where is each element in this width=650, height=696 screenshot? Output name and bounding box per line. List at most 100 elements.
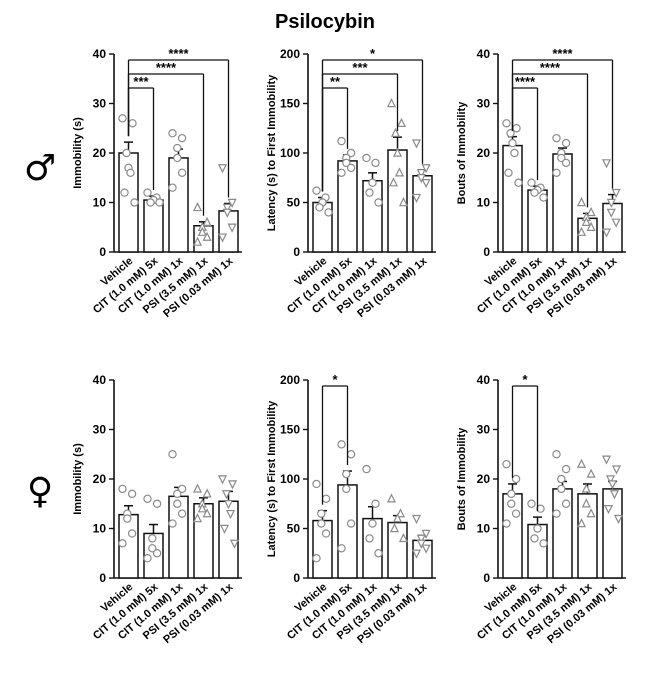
data-point [368,178,377,187]
data-point [202,231,212,241]
data-point [312,554,321,563]
data-point [514,178,523,187]
data-point [168,128,177,138]
male-symbol: ♂ [24,148,56,189]
y-tick-label: 20 [477,146,491,160]
data-point [177,168,187,177]
data-point [411,514,422,525]
data-point [337,440,346,449]
bar [502,144,523,253]
bar [312,519,333,579]
significance-label: *** [133,74,149,89]
y-tick-label: 10 [93,522,107,536]
y-tick-label: 0 [293,571,300,585]
y-tick-label: 100 [280,472,300,486]
data-point [552,168,561,177]
data-point [217,233,228,243]
data-point [561,464,571,474]
y-axis-label: Bouts of Immobility [456,427,468,531]
data-point [143,494,152,503]
data-point [312,479,321,489]
bar [168,495,189,579]
data-point [539,193,548,202]
y-tick-label: 30 [477,423,491,437]
data-point [173,153,182,163]
data-point [227,198,237,208]
y-tick-label: 0 [483,245,490,259]
data-point [346,450,356,459]
data-point [130,198,139,207]
data-point [504,168,513,177]
data-point [586,221,596,231]
data-point [392,513,403,523]
data-point [168,519,177,528]
data-point [143,554,152,563]
data-point [581,483,591,493]
data-point [394,167,405,177]
y-tick-label: 0 [99,571,106,585]
y-tick-label: 20 [93,472,107,486]
data-point [386,98,397,108]
y-tick-label: 30 [477,97,491,111]
y-tick-label: 20 [93,146,107,160]
data-point [346,519,356,528]
data-point [222,208,232,218]
data-point [143,188,152,197]
y-tick-label: 40 [477,373,491,387]
data-point [128,119,137,128]
data-point [416,534,426,544]
data-point [342,158,351,168]
data-point [146,198,155,207]
data-point [177,484,187,494]
data-point [398,197,409,207]
data-point [217,475,228,485]
y-axis-label: Latency (s) to First Immobility [266,400,278,557]
y-tick-label: 20 [477,472,491,486]
data-point [225,509,236,520]
data-point [362,464,371,474]
data-point [118,539,127,548]
data-point [539,539,548,548]
data-point [127,489,137,499]
data-point [168,183,177,192]
significance-label: * [522,372,528,387]
data-point [118,484,127,494]
data-point [411,139,422,149]
data-point [421,529,431,539]
data-point [561,158,571,168]
data-point [586,468,596,478]
data-point [148,534,157,543]
y-tick-label: 0 [293,245,300,259]
data-point [173,143,182,153]
data-point [337,136,346,146]
chart-panel-female-2: 0 50 100 150 200 Latency (s) to First Immobil… [266,372,436,646]
data-point [601,159,612,169]
data-point [229,539,240,549]
data-point [324,208,333,217]
y-tick-label: 40 [93,47,107,61]
data-point [607,480,618,490]
y-tick-label: 0 [99,245,106,259]
data-point [421,179,431,189]
data-point [510,148,519,158]
y-tick-label: 200 [280,373,300,387]
y-tick-label: 50 [287,196,301,210]
significance-label: **** [540,60,561,75]
data-point [601,228,612,238]
data-point [396,117,407,128]
data-point [374,549,383,558]
data-point [392,147,403,157]
data-point [552,509,561,518]
data-point [202,488,212,498]
data-point [120,188,129,197]
data-point [605,475,616,485]
data-point [192,202,203,212]
y-tick-label: 50 [287,522,301,536]
data-point [557,474,566,484]
data-point [312,186,321,195]
data-point [606,198,616,208]
data-point [530,534,539,543]
data-point [507,499,516,508]
data-point [606,208,616,218]
